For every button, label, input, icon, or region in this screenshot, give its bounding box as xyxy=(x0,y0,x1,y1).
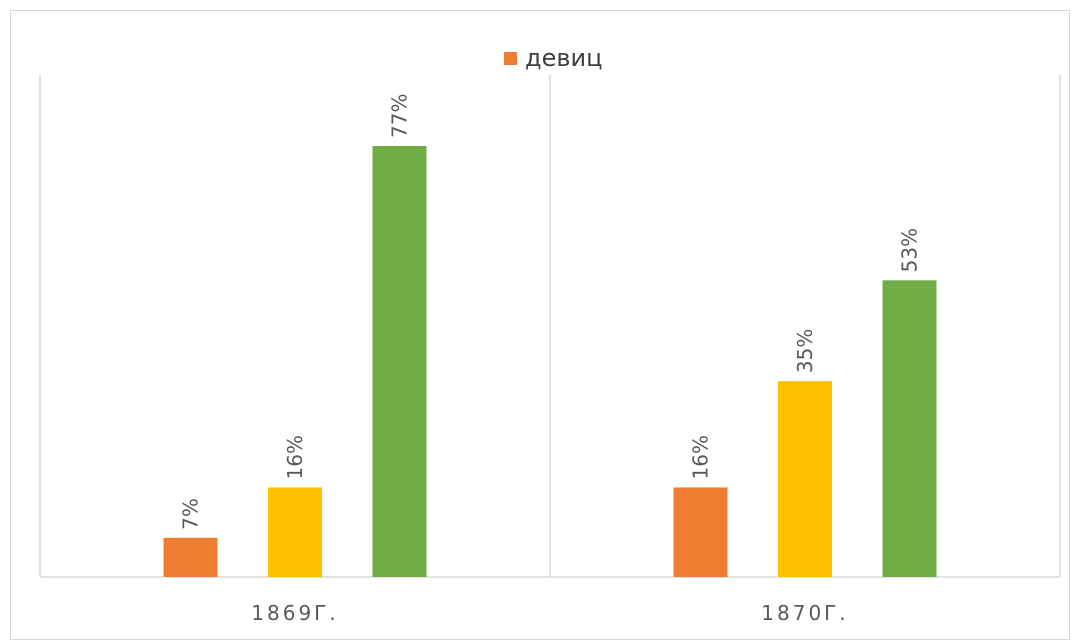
legend-label: девиц xyxy=(525,44,603,72)
bar xyxy=(163,537,218,577)
x-tick-label: 1870Г. xyxy=(761,601,848,623)
bar xyxy=(268,487,322,577)
legend: девиц xyxy=(504,45,602,71)
data-label: 77% xyxy=(388,94,412,138)
data-label: 16% xyxy=(689,435,713,479)
data-label: 35% xyxy=(793,329,817,373)
data-label: 53% xyxy=(898,228,922,272)
bar xyxy=(673,487,728,577)
legend-swatch xyxy=(504,51,517,65)
bar xyxy=(372,146,427,577)
bar xyxy=(778,381,832,577)
data-label: 7% xyxy=(179,498,203,530)
bar-chart: 7% 16% 77% 1869Г. 16% 35% 53% 1870Г. xyxy=(39,75,1061,623)
data-label: 16% xyxy=(283,435,307,479)
bar xyxy=(882,280,937,577)
x-tick-label: 1869Г. xyxy=(251,601,338,623)
